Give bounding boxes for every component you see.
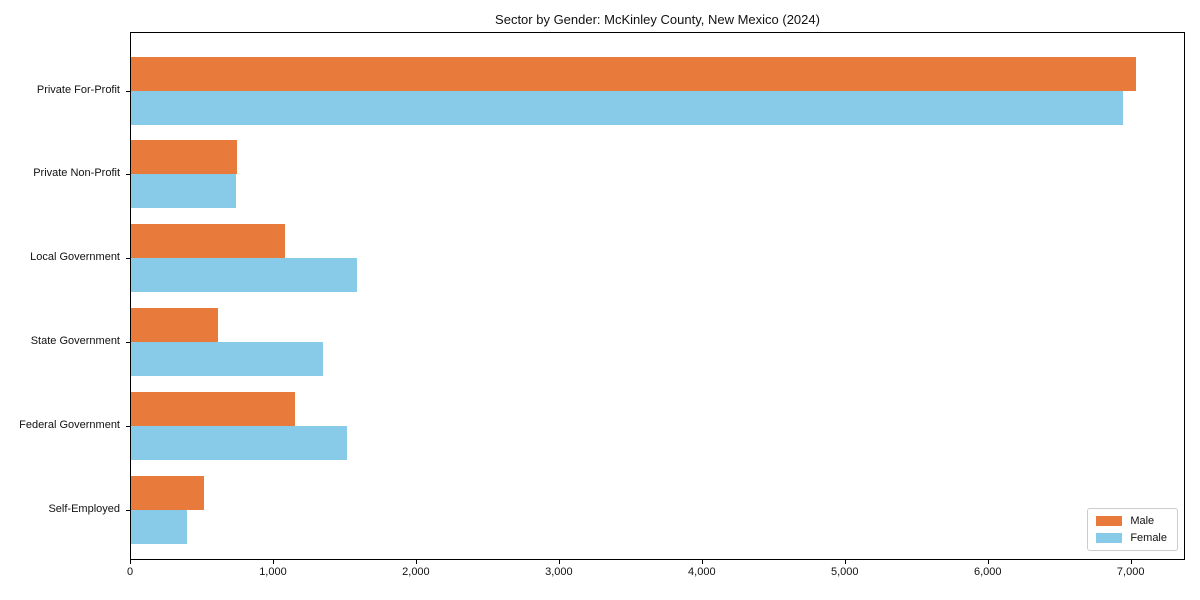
bar-female-3 [131,258,357,293]
y-tick-mark [126,509,130,511]
x-tick-label: 0 [126,566,134,578]
legend-swatch-female [1096,533,1123,543]
bar-male-6 [131,475,204,510]
legend-label: Female [1130,532,1167,544]
bar-male-2 [131,140,237,175]
y-tick-mark [126,258,130,260]
y-tick-mark [126,90,130,92]
bar-female-5 [131,425,347,460]
category-label: State Government [30,334,120,347]
category-label: Private For-Profit [36,83,120,96]
category-label: Local Government [30,251,120,264]
x-tick-label: 2,000 [402,566,430,578]
plot-area: Male Female [126,32,1185,560]
legend-label: Male [1130,515,1155,527]
x-tick-mark [701,560,703,564]
y-tick-mark [126,425,130,427]
bar-female-4 [131,341,323,376]
legend-entry-female: Female [1096,532,1167,544]
bar-female-6 [131,509,187,544]
x-tick-mark [844,560,846,564]
legend-entry-male: Male [1096,515,1167,527]
legend: Male Female [1087,508,1178,551]
x-tick-label: 5,000 [831,566,859,578]
bar-male-4 [131,307,219,342]
legend-swatch-male [1096,516,1123,526]
x-tick-label: 3,000 [545,566,573,578]
x-tick-mark [987,560,989,564]
x-tick-label: 4,000 [688,566,716,578]
y-tick-mark [126,174,130,176]
x-tick-mark [1130,560,1132,564]
category-label: Self-Employed [48,502,120,515]
chart-title: Sector by Gender: McKinley County, New M… [495,12,820,27]
x-tick-mark [272,560,274,564]
x-tick-mark [415,560,417,564]
category-label: Federal Government [19,418,120,431]
bar-male-3 [131,224,285,259]
x-tick-label: 1,000 [259,566,287,578]
category-label: Private Non-Profit [33,167,120,180]
bar-male-5 [131,391,295,426]
x-tick-mark [130,560,131,564]
x-tick-label: 7,000 [1116,566,1145,578]
bar-female-1 [131,90,1124,125]
x-tick-label: 6,000 [973,566,1002,578]
bar-male-1 [131,56,1136,91]
y-tick-mark [126,341,130,343]
x-tick-mark [558,560,560,564]
bar-female-2 [131,174,237,209]
